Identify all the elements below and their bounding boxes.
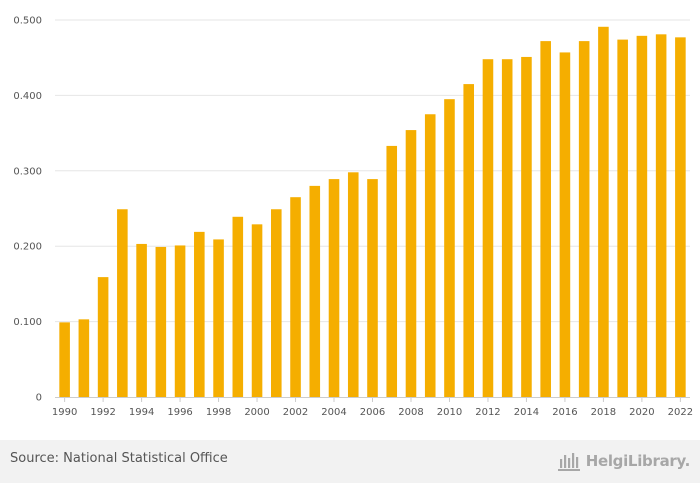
bar-1995[interactable] <box>155 246 167 397</box>
x-tick-label: 2014 <box>514 407 539 418</box>
y-tick-label: 0.100 <box>13 317 42 328</box>
bar-2019[interactable] <box>617 39 628 397</box>
y-tick-label: 0.400 <box>13 91 42 102</box>
x-tick-label: 2018 <box>591 407 616 418</box>
y-tick-label: 0 <box>36 393 42 404</box>
bar-2002[interactable] <box>290 197 301 397</box>
x-axis-tick-labels: 1990 1992 1994 1996 1998 2000 2002 2004 2006 2008… <box>52 397 693 418</box>
bar-2013[interactable] <box>501 59 513 397</box>
library-building-icon <box>557 453 580 471</box>
bar-2007[interactable] <box>386 145 398 397</box>
bar-2008[interactable] <box>405 130 417 398</box>
bar-1994[interactable] <box>136 243 147 397</box>
x-tick-label: 2004 <box>321 407 346 418</box>
x-tick-label: 2008 <box>398 407 423 418</box>
x-tick-label: 2010 <box>437 407 462 418</box>
brand-name: HelgiLibrary. <box>585 452 691 470</box>
x-tick-label: 1992 <box>90 407 115 418</box>
bar-2012[interactable] <box>482 59 494 397</box>
bar-2010[interactable] <box>444 99 455 398</box>
bar-2006[interactable] <box>367 179 378 397</box>
bar-2001[interactable] <box>270 209 282 397</box>
bar-2009[interactable] <box>424 114 436 397</box>
bar-2005[interactable] <box>347 172 359 397</box>
x-tick-label: 1998 <box>206 407 231 418</box>
bar-1996[interactable] <box>174 245 186 397</box>
bar-2014[interactable] <box>521 56 532 398</box>
y-tick-label: 0.200 <box>13 242 42 253</box>
bar-2003[interactable] <box>309 185 321 397</box>
bar-2017[interactable] <box>578 41 590 397</box>
y-axis-tick-labels: 0 0.100 0.200 0.300 0.400 0.500 <box>13 16 42 404</box>
brand-logo[interactable]: HelgiLibrary. <box>556 448 690 474</box>
x-tick-label: 2006 <box>360 407 385 418</box>
bar-2016[interactable] <box>559 52 571 398</box>
x-tick-label: 2000 <box>244 407 269 418</box>
bars <box>59 26 686 398</box>
x-tick-label: 2020 <box>629 407 654 418</box>
x-tick-label: 2002 <box>283 407 308 418</box>
chart-footer: Source: National Statistical Office Helg… <box>0 440 700 483</box>
source-note: Source: National Statistical Office <box>10 451 228 466</box>
bar-1991[interactable] <box>78 319 90 397</box>
bar-2020[interactable] <box>636 35 648 398</box>
bar-2018[interactable] <box>598 26 609 397</box>
y-tick-label: 0.300 <box>13 166 42 177</box>
bar-2022[interactable] <box>675 37 686 397</box>
x-tick-label: 2012 <box>475 407 500 418</box>
x-tick-label: 1996 <box>167 407 192 418</box>
bar-1997[interactable] <box>194 231 205 397</box>
x-tick-label: 1990 <box>52 407 77 418</box>
x-tick-label: 2022 <box>668 407 693 418</box>
bar-1992[interactable] <box>97 277 109 397</box>
bar-1993[interactable] <box>117 209 128 397</box>
bar-2015[interactable] <box>540 41 551 397</box>
x-tick-label: 2016 <box>552 407 577 418</box>
bar-2011[interactable] <box>463 84 475 397</box>
x-tick-label: 1994 <box>129 407 154 418</box>
bar-2021[interactable] <box>655 34 667 398</box>
bar-2004[interactable] <box>328 179 340 397</box>
bar-1998[interactable] <box>213 239 224 397</box>
bar-1990[interactable] <box>59 322 70 397</box>
bar-2000[interactable] <box>251 224 263 397</box>
bar-1999[interactable] <box>232 216 244 397</box>
y-tick-label: 0.500 <box>13 16 42 27</box>
